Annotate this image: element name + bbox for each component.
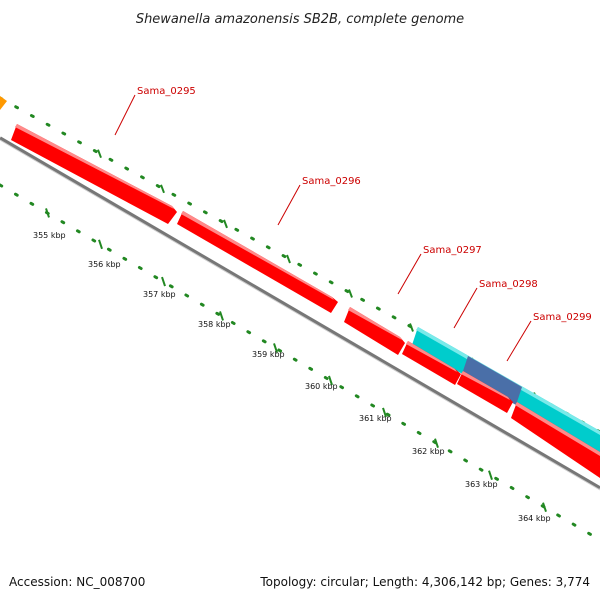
genome-backbone-highlight bbox=[0, 139, 600, 491]
gene-sama-0296-arrow[interactable] bbox=[11, 124, 177, 224]
ruler-label: 359 kbp bbox=[252, 350, 285, 359]
ruler-label: 362 kbp bbox=[412, 447, 445, 456]
accession-text: Accession: NC_008700 bbox=[9, 575, 145, 589]
map-title: Shewanella amazonensis SB2B, complete ge… bbox=[136, 12, 464, 27]
ruler-label: 364 kbp bbox=[518, 514, 551, 523]
scale-tick bbox=[45, 208, 50, 218]
scale-tick bbox=[286, 254, 291, 264]
ruler-label: 360 kbp bbox=[305, 382, 338, 391]
gene-label-sama-0295[interactable]: Sama_0295 bbox=[137, 86, 196, 97]
gene-label-sama-0297[interactable]: Sama_0297 bbox=[423, 245, 482, 256]
scale-tick bbox=[348, 289, 353, 298]
scale-tick bbox=[97, 149, 102, 159]
genome-backbone bbox=[0, 136, 600, 490]
gene-label-sama-0296[interactable]: Sama_0296 bbox=[302, 176, 361, 187]
scale-tick bbox=[223, 219, 228, 229]
label-connector-sama-0299 bbox=[506, 320, 532, 362]
ruler-label: 358 kbp bbox=[198, 320, 231, 329]
scale-tick bbox=[273, 343, 278, 353]
gene-label-sama-0299[interactable]: Sama_0299 bbox=[533, 312, 592, 323]
scale-ticks bbox=[45, 149, 547, 512]
gene-next-arrow[interactable] bbox=[457, 371, 513, 413]
label-connector-sama-0296 bbox=[277, 184, 301, 226]
ruler-label: 357 kbp bbox=[143, 290, 176, 299]
scale-tick bbox=[409, 323, 414, 332]
outer-dotted-track bbox=[0, 96, 600, 434]
ruler-label: 355 kbp bbox=[33, 231, 66, 240]
scale-tick bbox=[219, 311, 224, 321]
scale-tick bbox=[542, 502, 547, 512]
ruler-label: 361 kbp bbox=[359, 414, 392, 423]
inner-dotted-track bbox=[0, 183, 600, 542]
scale-tick bbox=[434, 438, 439, 449]
gene-sama-0299-arrow[interactable] bbox=[402, 341, 461, 385]
scale-tick bbox=[328, 375, 333, 386]
scale-tick bbox=[382, 407, 387, 418]
gene-sama-0298-arrow[interactable] bbox=[344, 307, 405, 355]
scale-tick bbox=[98, 239, 103, 250]
partial-gene-marker bbox=[0, 96, 7, 110]
gene-sama-0297-arrow[interactable] bbox=[177, 211, 338, 313]
gene-partial-arrow[interactable] bbox=[511, 402, 600, 478]
scale-tick bbox=[161, 276, 166, 287]
scale-tick bbox=[488, 470, 493, 480]
label-connector-sama-0295 bbox=[114, 94, 136, 136]
label-connector-sama-0298 bbox=[453, 287, 478, 329]
gene-label-sama-0298[interactable]: Sama_0298 bbox=[479, 279, 538, 290]
ruler-label: 363 kbp bbox=[465, 480, 498, 489]
genome-summary-text: Topology: circular; Length: 4,306,142 bp… bbox=[259, 575, 590, 589]
label-connector-sama-0297 bbox=[397, 253, 422, 295]
scale-tick bbox=[160, 184, 165, 194]
ruler-label: 356 kbp bbox=[88, 260, 121, 269]
gene-overlap-region bbox=[462, 356, 522, 405]
